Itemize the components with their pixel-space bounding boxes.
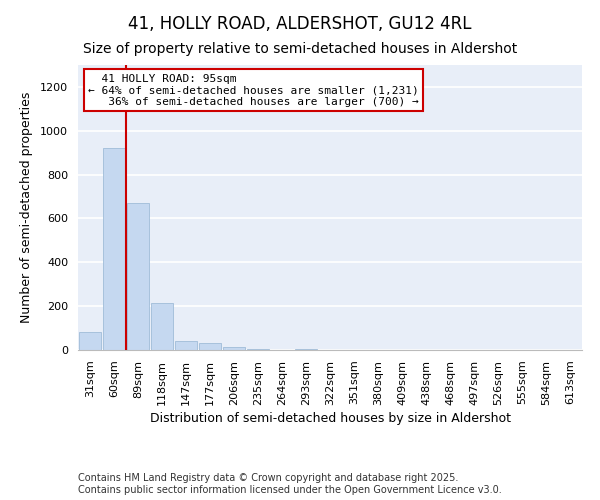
Bar (175, 341, 197, 350)
Bar (199, 344, 221, 350)
Bar (151, 303, 173, 350)
Bar (223, 346, 245, 350)
Bar (79, 332, 101, 350)
Text: Size of property relative to semi-detached houses in Aldershot: Size of property relative to semi-detach… (83, 42, 517, 56)
Bar (295, 349, 317, 350)
Bar (103, 148, 125, 350)
Bar (127, 203, 149, 350)
Text: 41, HOLLY ROAD, ALDERSHOT, GU12 4RL: 41, HOLLY ROAD, ALDERSHOT, GU12 4RL (128, 15, 472, 33)
Bar (247, 349, 269, 350)
Y-axis label: Number of semi-detached properties: Number of semi-detached properties (20, 92, 33, 323)
X-axis label: Distribution of semi-detached houses by size in Aldershot: Distribution of semi-detached houses by … (149, 412, 511, 425)
Text: 41 HOLLY ROAD: 95sqm
← 64% of semi-detached houses are smaller (1,231)
   36% of: 41 HOLLY ROAD: 95sqm ← 64% of semi-detac… (88, 74, 419, 107)
Text: Contains HM Land Registry data © Crown copyright and database right 2025.
Contai: Contains HM Land Registry data © Crown c… (78, 474, 502, 495)
